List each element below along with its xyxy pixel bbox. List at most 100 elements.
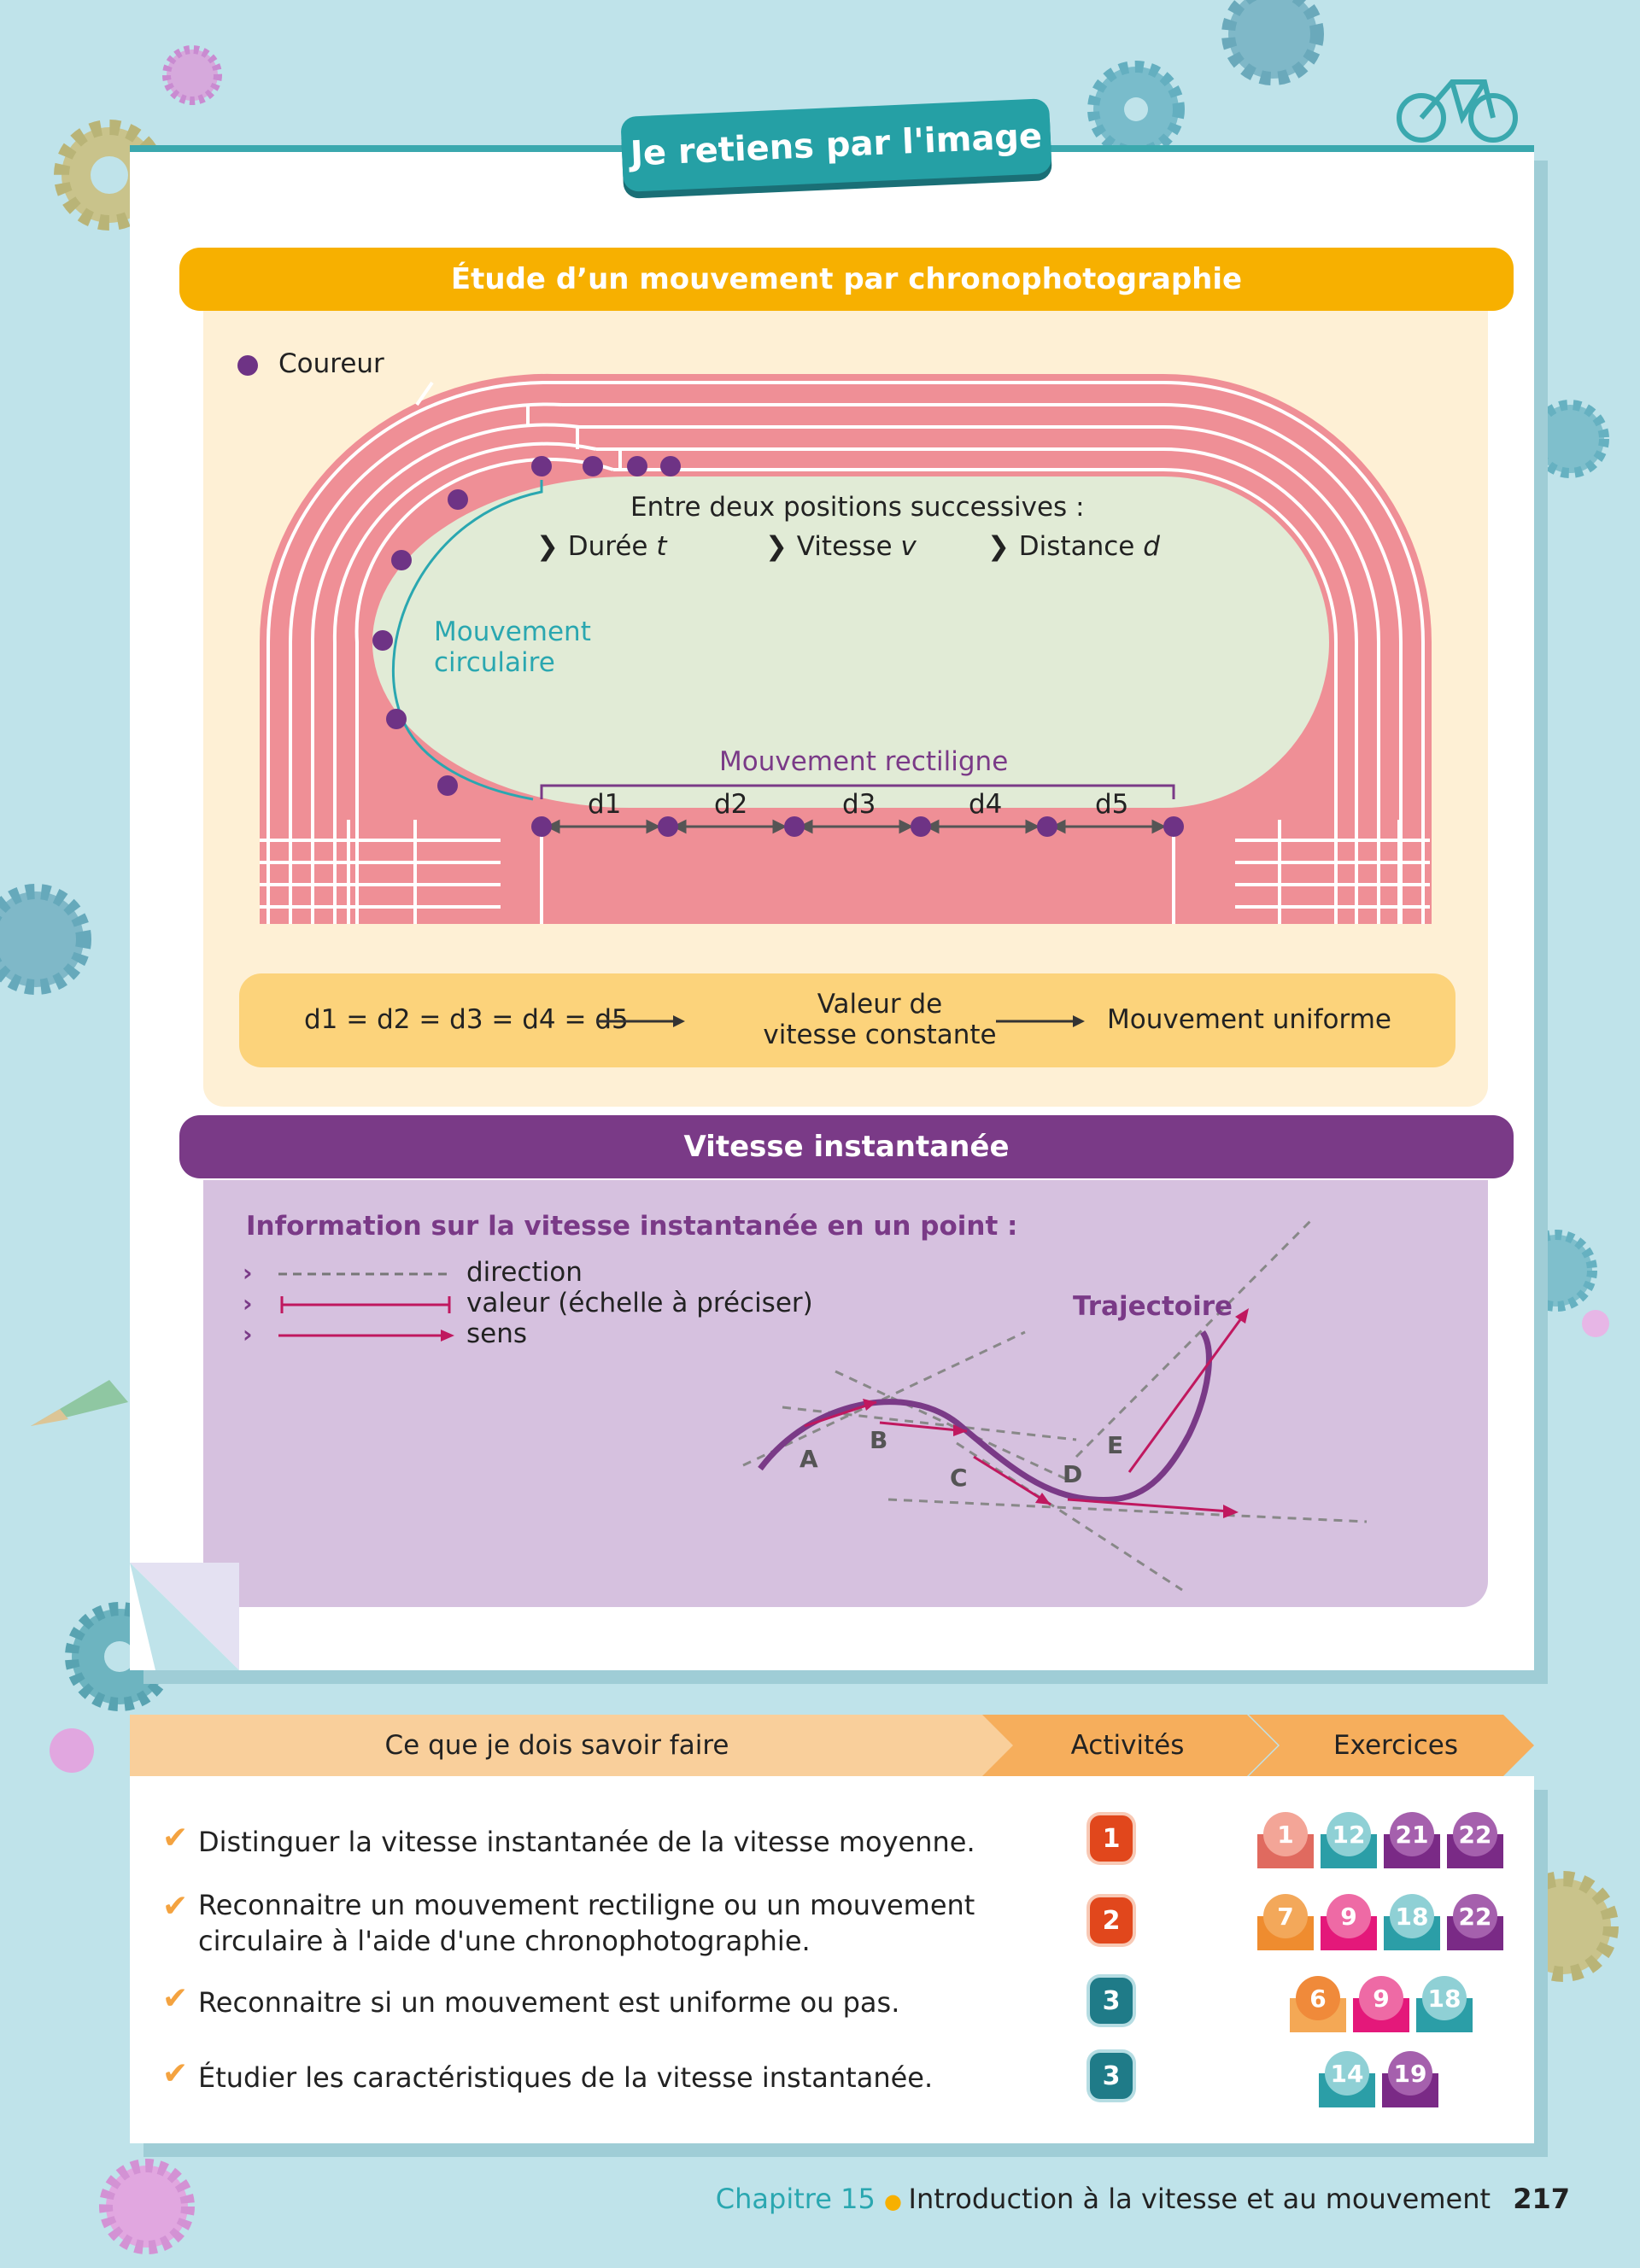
activity-badge[interactable]: 2 — [1090, 1897, 1133, 1944]
circular-motion-label: Mouvement circulaire — [434, 617, 591, 678]
runner-dot — [531, 456, 552, 476]
quantity-duration-symbol: t — [656, 531, 667, 562]
quantity-distance: ❯ Distance d — [987, 531, 1160, 562]
speed-vector-C — [973, 1455, 1051, 1506]
lane-line — [596, 447, 1358, 924]
gear-icon — [1531, 400, 1609, 478]
page-footer: Chapitre 15 ● Introduction à la vitesse … — [716, 2183, 1570, 2215]
section-heading-chronophotography: Étude d’un mouvement par chronophotograp… — [179, 248, 1514, 311]
lane-line — [354, 457, 614, 924]
header-exercises: Exercices — [1332, 1730, 1459, 1761]
exercise-number: 18 — [1422, 1976, 1467, 2020]
exercise-badge[interactable]: 12 — [1321, 1812, 1377, 1868]
distance-label-d3: d3 — [842, 789, 876, 820]
exercise-number: 14 — [1325, 2051, 1369, 2096]
vector-key: › › › — [243, 1259, 454, 1348]
point-label-E: E — [1107, 1431, 1124, 1459]
gear-icon — [50, 1728, 94, 1773]
exercise-badge[interactable]: 6 — [1290, 1976, 1346, 2032]
exercise-number: 22 — [1453, 1894, 1497, 1938]
exercise-number: 19 — [1388, 2051, 1432, 2096]
exercise-number: 9 — [1327, 1894, 1371, 1938]
quantity-distance-symbol: d — [1143, 531, 1160, 562]
runner-dot — [386, 709, 407, 729]
lane-line — [310, 423, 580, 924]
exercise-badge[interactable]: 18 — [1416, 1976, 1473, 2032]
page-curl — [130, 1563, 239, 1670]
point-label-D: D — [1063, 1460, 1083, 1488]
gear-icon — [104, 1641, 135, 1672]
runner-dot — [1037, 816, 1057, 837]
rectilinear-bracket — [540, 784, 1175, 799]
gear-icon — [99, 2159, 195, 2254]
page-number: 217 — [1513, 2183, 1570, 2215]
runner-dot — [1163, 816, 1184, 837]
trajectory-label: Trajectoire — [1073, 1291, 1233, 1322]
exercise-badge[interactable]: 18 — [1384, 1894, 1440, 1950]
exercise-badge[interactable]: 21 — [1384, 1812, 1440, 1868]
quantity-duration-label: Durée — [567, 531, 648, 562]
key-value-label: valeur (échelle à préciser) — [466, 1288, 813, 1318]
uniform-motion-summary: d1 = d2 = d3 = d4 = d5 Valeur de vitesse… — [239, 973, 1456, 1067]
arrowhead — [863, 1399, 876, 1411]
skill-text: Reconnaitre si un mouvement est uniforme… — [198, 1986, 900, 2019]
gear-icon — [1124, 97, 1148, 121]
gear-icon — [0, 884, 91, 995]
runner-dot — [911, 816, 931, 837]
exercise-number: 1 — [1263, 1812, 1308, 1856]
direction-line — [835, 1370, 1067, 1481]
exercise-badge[interactable]: 19 — [1382, 2051, 1438, 2107]
trajectory-curve — [758, 1330, 1212, 1503]
direction-line — [742, 1330, 1026, 1467]
quantity-speed: ❯ Vitesse v — [765, 531, 917, 562]
exercise-badge[interactable]: 7 — [1257, 1894, 1314, 1950]
activity-badge[interactable]: 1 — [1090, 1815, 1133, 1862]
summary-constant-speed-line2: vitesse constante — [763, 1020, 997, 1050]
circular-motion-arc — [392, 480, 543, 801]
lane-line — [547, 381, 1425, 924]
running-track-diagram — [237, 355, 1432, 924]
exercise-badge[interactable]: 1 — [1257, 1812, 1314, 1868]
exercise-number: 6 — [1296, 1976, 1340, 2020]
exercise-number: 9 — [1359, 1976, 1403, 2020]
runner-dot — [627, 456, 647, 476]
lane-line — [332, 441, 597, 924]
gear-icon — [91, 156, 128, 194]
exercise-badge[interactable]: 9 — [1321, 1894, 1377, 1950]
arrowhead — [441, 1330, 454, 1342]
runner-dot — [372, 630, 393, 651]
exercise-badge[interactable]: 22 — [1447, 1894, 1503, 1950]
circular-motion-label-line2: circulaire — [434, 647, 555, 678]
arrowhead — [1235, 1308, 1249, 1324]
quantity-duration: ❯ Durée t — [536, 531, 667, 562]
lane-line — [266, 381, 548, 924]
runner-dot — [531, 816, 552, 837]
activity-badge[interactable]: 3 — [1090, 1978, 1133, 2024]
skill-text-line1: Reconnaitre un mouvement rectiligne ou u… — [198, 1889, 975, 1921]
exercise-badge[interactable]: 14 — [1319, 2051, 1375, 2107]
activity-badge[interactable]: 3 — [1090, 2053, 1133, 2099]
chevron-right-icon: › — [243, 1259, 253, 1287]
footer-title: Introduction à la vitesse et au mouvemen… — [908, 2183, 1491, 2215]
exercise-badge[interactable]: 9 — [1353, 1976, 1409, 2032]
lane-line — [562, 403, 1403, 924]
summary-uniform-motion: Mouvement uniforme — [1107, 1004, 1391, 1035]
rectilinear-motion-label: Mouvement rectiligne — [719, 746, 1009, 777]
speed-vector-D — [1067, 1498, 1231, 1513]
arrowhead — [545, 819, 1167, 834]
exercise-badge[interactable]: 22 — [1447, 1812, 1503, 1868]
quantity-distance-label: Distance — [1018, 531, 1135, 562]
legend-runner-label: Coureur — [278, 348, 384, 379]
check-icon: ✔ — [162, 1889, 189, 1924]
lane-line — [288, 402, 563, 924]
exercise-number: 22 — [1453, 1812, 1497, 1856]
skill-text: Distinguer la vitesse instantanée de la … — [198, 1826, 975, 1858]
section-heading-instantaneous-speed: Vitesse instantanée — [179, 1115, 1514, 1178]
circular-motion-label-line1: Mouvement — [434, 617, 591, 647]
cross-line — [260, 839, 1430, 909]
header-skills: Ce que je dois savoir faire — [384, 1730, 729, 1761]
check-icon: ✔ — [162, 2056, 189, 2091]
direction-line — [782, 1406, 1077, 1441]
distance-label-d2: d2 — [714, 789, 748, 820]
direction-line — [887, 1498, 1368, 1523]
